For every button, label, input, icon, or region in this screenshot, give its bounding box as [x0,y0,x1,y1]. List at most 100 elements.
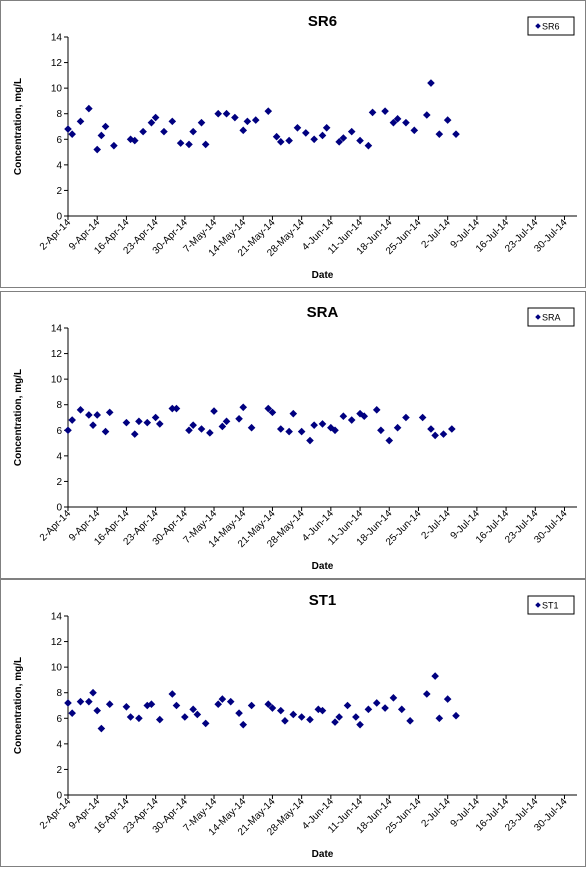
data-point [151,413,160,422]
data-point [151,113,160,122]
data-point [160,127,168,136]
data-point [364,705,373,714]
data-point [168,690,177,698]
data-point [402,118,410,127]
chart-panel-st1: ST1 0 2 4 6 8 10 12 14 2-Apr-14 9-Apr-14 16-Apr-14 2… [0,579,586,867]
data-point [239,720,248,729]
data-point [247,701,256,710]
data-point [381,107,389,115]
data-point [235,414,243,423]
data-point [335,138,343,146]
y-tick-label: 0 [56,503,62,514]
y-tick-label: 12 [51,637,63,648]
data-point [310,421,318,429]
data-point [130,430,139,438]
data-point [155,715,164,724]
y-tick-label: 8 [56,400,62,411]
data-point [343,701,352,710]
chart-title: SR6 [308,13,337,30]
data-point [423,111,431,119]
legend: SR6 [527,16,575,36]
data-point [352,713,360,721]
data-point [289,409,298,418]
data-point [85,697,93,706]
legend-marker [535,602,541,608]
data-point [306,715,314,724]
data-point [431,672,439,680]
data-point [435,130,444,138]
data-point [185,140,193,149]
data-point [201,140,210,149]
legend: ST1 [527,595,575,615]
data-point [147,118,156,127]
data-point [435,714,444,723]
x-axis-label: Date [312,270,334,281]
data-point [397,705,406,714]
y-tick-label: 6 [56,714,62,725]
data-point [377,426,385,435]
data-point [251,116,260,124]
y-tick-label: 2 [56,765,62,776]
data-point [439,430,448,438]
data-point [97,724,106,733]
data-point [427,425,435,433]
data-point [339,412,348,421]
data-point [168,117,177,126]
data-point [93,706,102,715]
data-point [314,705,323,714]
data-point [139,127,147,136]
data-point [122,418,131,427]
data-point [110,141,118,150]
data-point [135,714,143,723]
data-point [347,127,356,136]
data-point [448,425,456,433]
data-point [406,717,414,725]
data-point [443,116,452,124]
y-tick-label: 4 [56,451,62,462]
y-tick-label: 10 [51,84,63,95]
data-point [372,699,381,707]
data-point [289,710,298,719]
data-point [268,408,277,417]
data-point [126,713,135,721]
x-tick-label: 2-Jul-14 [419,508,453,542]
y-axis-label: Concentration, mg/L [13,657,24,754]
x-tick-label: 30-Jul-14 [532,217,570,255]
y-tick-label: 8 [56,109,62,120]
data-point [89,421,97,429]
data-point [452,130,460,138]
data-point [97,131,106,140]
data-point [193,710,202,719]
x-tick-label: 30-Jul-14 [532,508,570,546]
data-point [68,709,76,717]
y-tick-label: 0 [56,212,62,223]
data-point [68,416,76,424]
data-point [105,700,114,709]
data-point [335,713,343,721]
data-point [443,695,452,703]
data-point [197,425,206,433]
data-point [310,135,318,144]
legend-label: SRA [542,313,561,323]
data-point [135,417,143,426]
legend-marker [535,314,541,320]
data-point [268,704,277,712]
y-tick-label: 8 [56,688,62,699]
data-point [172,701,181,710]
data-point [218,695,227,703]
y-tick-label: 10 [51,663,63,674]
data-point [185,426,193,435]
data-point [197,118,206,127]
data-point [235,709,243,717]
data-point [389,118,398,127]
data-point [143,418,152,427]
data-point [410,126,419,135]
data-point [201,719,210,728]
data-point [214,109,222,118]
data-point [318,706,327,715]
data-point [385,436,394,445]
data-point [402,413,410,422]
data-point [339,134,348,142]
data-point [306,436,314,445]
data-point [293,123,302,132]
